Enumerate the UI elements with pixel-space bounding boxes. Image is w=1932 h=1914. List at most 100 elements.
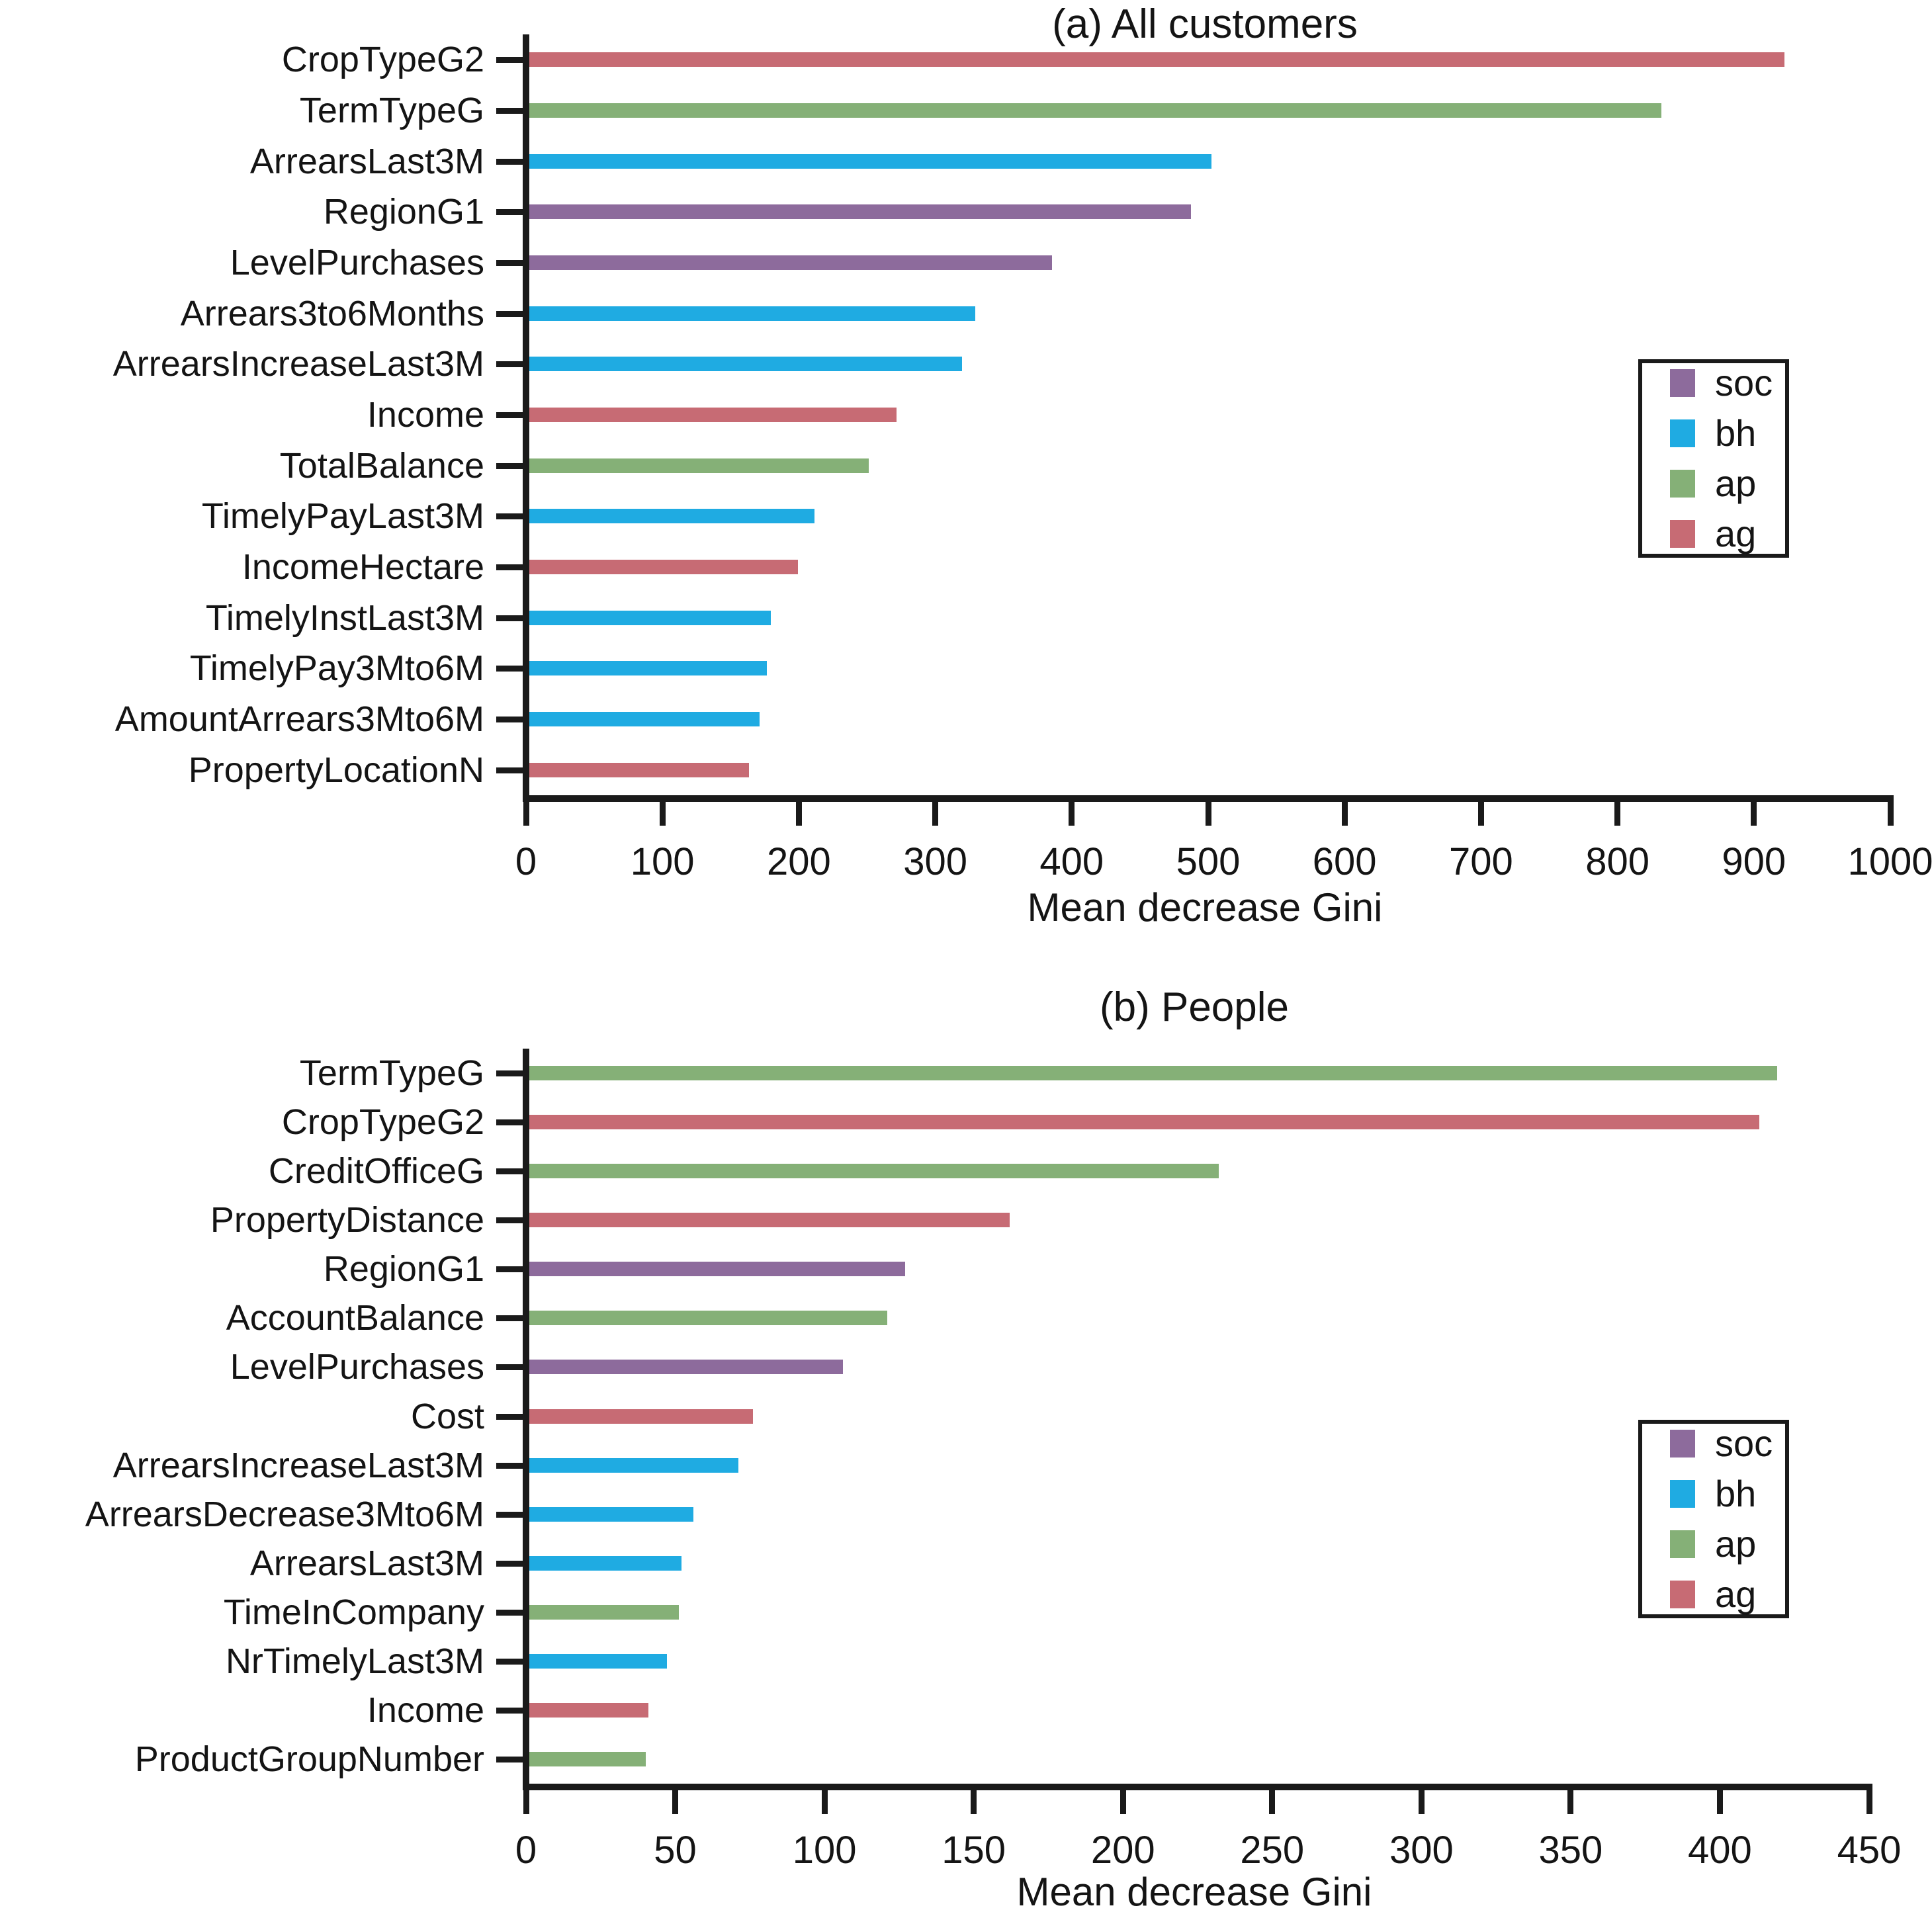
x-tick-label: 100 (630, 840, 695, 883)
y-axis-category-label: AmountArrears3Mto6M (114, 699, 484, 739)
y-axis-category-label: TotalBalance (279, 445, 484, 486)
y-tick (496, 209, 523, 216)
bar-AccountBalance (529, 1311, 888, 1326)
y-tick (496, 57, 523, 64)
x-tick (971, 1790, 977, 1814)
bar-CropTypeG2 (529, 52, 1785, 67)
bar-Income (529, 408, 897, 422)
y-axis-category-label: ArrearsIncreaseLast3M (112, 344, 484, 384)
bar-TermTypeG (529, 1066, 1777, 1081)
legend-item-ap: ap (1670, 464, 1785, 503)
x-tick-label: 0 (515, 840, 537, 883)
chart-a-x-axis-label: Mean decrease Gini (1027, 885, 1383, 930)
legend-swatch-bh (1670, 419, 1695, 447)
y-axis-category-label: TimelyPayLast3M (201, 496, 484, 537)
legend-item-bh: bh (1670, 1475, 1785, 1513)
y-tick (496, 260, 523, 266)
y-tick (496, 1462, 523, 1469)
y-tick (496, 1364, 523, 1371)
legend-item-ap: ap (1670, 1525, 1785, 1563)
bar-ArrearsIncreaseLast3M (529, 1457, 738, 1473)
y-tick (496, 1119, 523, 1126)
y-tick (496, 1168, 523, 1175)
chart-a-title: (a) All customers (1052, 1, 1358, 47)
chart-b-plot-area (523, 1049, 1872, 1790)
legend-label-bh: bh (1715, 1473, 1757, 1514)
x-tick-label: 500 (1176, 840, 1241, 883)
bar-Cost (529, 1409, 754, 1424)
y-axis-category-label: Cost (410, 1396, 484, 1436)
y-axis-category-label: ArrearsDecrease3Mto6M (85, 1494, 484, 1534)
y-tick (496, 1658, 523, 1665)
y-axis-category-label: TimelyPay3Mto6M (189, 648, 484, 689)
y-tick (496, 564, 523, 570)
y-tick (496, 1413, 523, 1420)
x-tick (1567, 1790, 1574, 1814)
y-axis-category-label: ArrearsLast3M (249, 141, 484, 181)
x-tick (795, 802, 802, 826)
bar-RegionG1 (529, 204, 1192, 220)
legend-swatch-ag (1670, 520, 1695, 548)
bar-AmountArrears3Mto6M (529, 712, 760, 726)
y-axis-category-label: CropTypeG2 (281, 40, 484, 80)
y-tick (496, 108, 523, 114)
bar-NrTimelyLast3M (529, 1653, 667, 1669)
chart-a-plot-area (523, 34, 1894, 802)
y-axis-category-label: TimeInCompany (223, 1592, 484, 1632)
legend-item-bh: bh (1670, 414, 1785, 453)
y-tick (496, 462, 523, 469)
x-tick (821, 1790, 828, 1814)
y-tick (496, 1266, 523, 1273)
bar-ArrearsIncreaseLast3M (529, 357, 962, 372)
y-tick (496, 361, 523, 368)
x-tick-label: 100 (792, 1829, 857, 1872)
y-tick (496, 1315, 523, 1322)
x-tick-label: 300 (1389, 1829, 1454, 1872)
legend-label-soc: soc (1715, 362, 1773, 404)
y-tick (496, 1560, 523, 1567)
x-tick-label: 50 (654, 1829, 697, 1872)
y-tick (496, 1217, 523, 1224)
chart-a-legend: soc bh ap ag (1638, 359, 1789, 558)
x-tick (523, 802, 529, 826)
x-tick (1418, 1790, 1425, 1814)
legend-item-ag: ag (1670, 515, 1785, 553)
bar-TimelyPay3Mto6M (529, 661, 767, 676)
chart-a: (a) All customers Mean decrease Gini soc… (112, 1, 1932, 930)
y-axis-category-label: LevelPurchases (230, 1347, 484, 1387)
x-tick (1614, 802, 1621, 826)
x-tick-label: 350 (1538, 1829, 1603, 1872)
x-tick-label: 400 (1688, 1829, 1752, 1872)
legend-swatch-ap (1670, 470, 1695, 498)
y-axis-category-label: Income (367, 1690, 484, 1730)
x-tick-label: 200 (767, 840, 831, 883)
y-axis-category-label: ArrearsLast3M (249, 1543, 484, 1583)
y-axis-category-label: CreditOfficeG (268, 1151, 484, 1192)
bar-CreditOfficeG (529, 1164, 1219, 1179)
y-tick (496, 1070, 523, 1077)
legend-swatch-ag (1670, 1581, 1695, 1608)
x-tick-label: 200 (1090, 1829, 1155, 1872)
chart-b-title: (b) People (1099, 984, 1290, 1030)
bar-Arrears3to6Months (529, 306, 976, 321)
y-tick (496, 717, 523, 722)
y-tick (496, 310, 523, 317)
x-tick-label: 250 (1240, 1829, 1305, 1872)
y-axis-category-label: TimelyInstLast3M (205, 597, 484, 638)
chart-b: (b) People Mean decrease Gini soc bh ap … (0, 959, 1932, 1913)
y-axis-category-label: RegionG1 (323, 192, 484, 232)
y-axis-category-label: Income (367, 395, 484, 435)
legend-item-soc: soc (1670, 364, 1785, 402)
y-axis-category-label: RegionG1 (323, 1249, 484, 1289)
x-tick (1751, 802, 1757, 826)
y-axis-category-label: AccountBalance (226, 1298, 484, 1338)
x-tick (523, 1790, 529, 1814)
y-tick (496, 1756, 523, 1762)
y-axis-category-label: TermTypeG (299, 91, 484, 130)
y-axis-category-label: ArrearsIncreaseLast3M (112, 1445, 484, 1485)
bar-LevelPurchases (529, 1360, 843, 1375)
legend-label-ag: ag (1715, 513, 1757, 554)
y-tick (496, 615, 523, 621)
legend-swatch-soc (1670, 1430, 1695, 1457)
